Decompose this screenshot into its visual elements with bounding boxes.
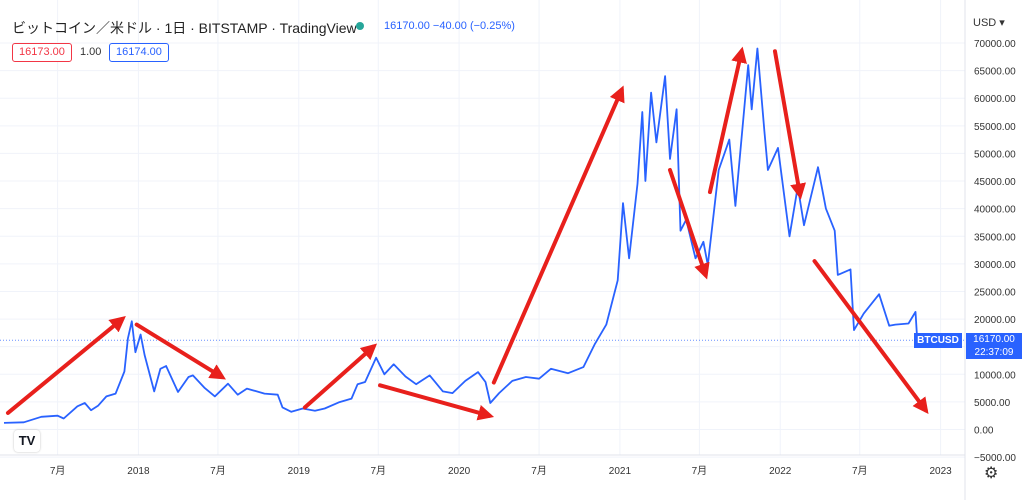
trend-arrow[interactable] xyxy=(667,167,710,280)
y-tick-label: 65000.00 xyxy=(974,67,1016,78)
trend-arrow[interactable] xyxy=(378,383,495,421)
x-tick-label: 7月 xyxy=(210,465,226,477)
y-tick-label: 70000.00 xyxy=(974,39,1016,50)
trend-arrow[interactable] xyxy=(772,49,806,200)
x-tick-label: 2018 xyxy=(127,466,150,477)
chart-grid xyxy=(0,0,965,458)
market-status-icon xyxy=(356,22,364,30)
y-tick-label: −5000.00 xyxy=(974,453,1016,464)
symbol-label: BTCUSD xyxy=(914,333,962,348)
y-tick-label: 50000.00 xyxy=(974,149,1016,160)
y-tick-label: 40000.00 xyxy=(974,205,1016,216)
trend-arrow[interactable] xyxy=(5,316,126,415)
trend-arrow[interactable] xyxy=(491,85,625,385)
x-tick-label: 7月 xyxy=(852,465,868,477)
trend-arrow[interactable] xyxy=(812,259,929,415)
arrow-annotations[interactable] xyxy=(5,46,929,421)
trend-arrow[interactable] xyxy=(707,46,747,195)
x-tick-label: 2019 xyxy=(288,466,311,477)
y-tick-label: 25000.00 xyxy=(974,287,1016,298)
chart-series xyxy=(3,47,930,424)
x-tick-label: 7月 xyxy=(531,465,547,477)
last-quote: 16170.00 −40.00 (−0.25%) xyxy=(384,20,515,32)
x-axis-ticks: 7月 2018 7月 2019 7月 2020 7月 2021 7月 2022 7月 2023 xyxy=(50,465,952,477)
y-tick-label: 10000.00 xyxy=(974,370,1016,381)
y-tick-label: 5000.00 xyxy=(974,398,1011,409)
trend-arrow[interactable] xyxy=(134,322,226,380)
x-tick-label: 7月 xyxy=(692,465,708,477)
x-tick-label: 2020 xyxy=(448,466,471,477)
price-series-line xyxy=(3,47,930,424)
current-price-label: 16170.00 22:37:09 xyxy=(966,333,1022,359)
spread-value: 1.00 xyxy=(80,46,102,58)
x-tick-label: 2021 xyxy=(609,466,632,477)
bar-countdown: 22:37:09 xyxy=(974,347,1014,358)
y-tick-label: 0.00 xyxy=(974,426,994,437)
y-tick-label: 45000.00 xyxy=(974,177,1016,188)
x-tick-label: 2022 xyxy=(769,466,792,477)
y-tick-label: 20000.00 xyxy=(974,315,1016,326)
sell-price-button[interactable]: 16173.00 xyxy=(12,43,72,62)
current-price-value: 16170.00 xyxy=(973,334,1015,345)
y-tick-label: 55000.00 xyxy=(974,122,1016,133)
x-tick-label: 7月 xyxy=(50,465,66,477)
y-tick-label: 30000.00 xyxy=(974,260,1016,271)
x-tick-label: 2023 xyxy=(929,466,952,477)
x-tick-label: 7月 xyxy=(371,465,387,477)
tradingview-logo-icon[interactable]: TV xyxy=(14,430,40,452)
chart-title: ビットコイン／米ドル · 1日 · BITSTAMP · TradingView xyxy=(12,20,357,36)
trend-arrow[interactable] xyxy=(302,343,378,410)
gear-icon[interactable]: ⚙ xyxy=(984,465,999,482)
y-axis-ticks: 70000.00 65000.00 60000.00 55000.00 50000.00… xyxy=(974,39,1016,464)
buy-price-button[interactable]: 16174.00 xyxy=(109,43,169,62)
y-tick-label: 60000.00 xyxy=(974,94,1016,105)
y-tick-label: 35000.00 xyxy=(974,232,1016,243)
currency-selector[interactable]: USD ▾ xyxy=(973,17,1005,29)
